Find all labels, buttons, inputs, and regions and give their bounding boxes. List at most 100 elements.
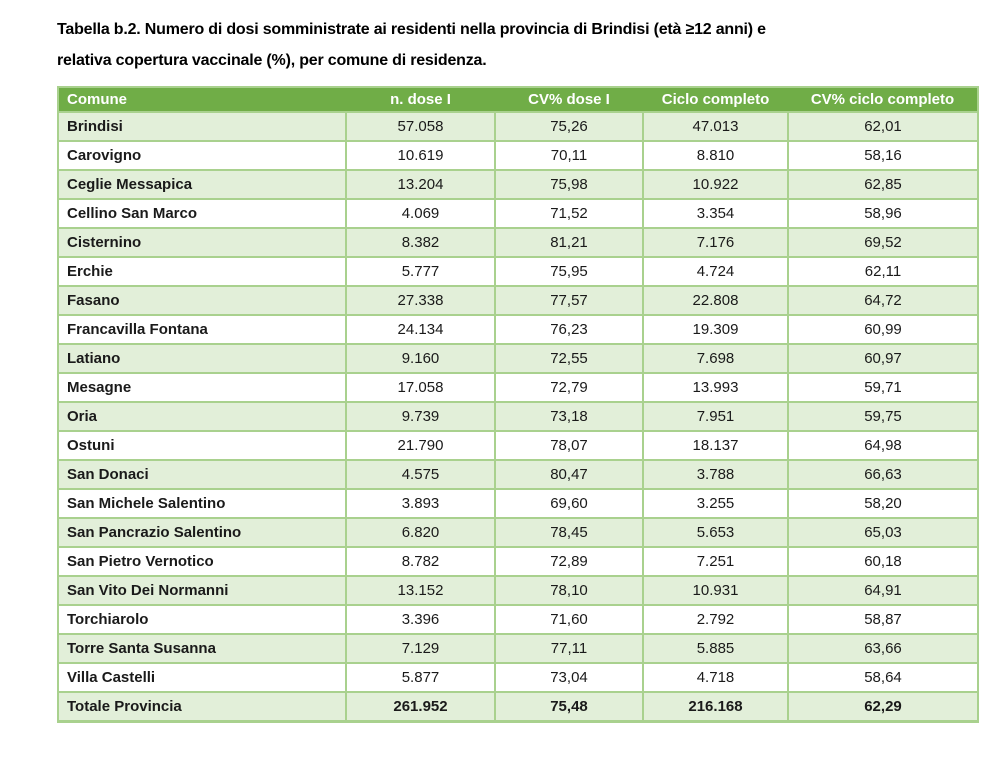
- comune-cell: Cellino San Marco: [57, 198, 347, 229]
- table-row: Erchie 5.777 75,95 4.724 62,11: [57, 256, 979, 287]
- value-cell: 72,55: [494, 343, 644, 374]
- header-row: Comune n. dose I CV% dose I Ciclo comple…: [58, 87, 978, 112]
- table-row: Villa Castelli 5.877 73,04 4.718 58,64: [57, 662, 979, 693]
- comune-cell: Villa Castelli: [57, 662, 347, 693]
- value-cell: 24.134: [345, 314, 496, 345]
- value-cell: 71,52: [494, 198, 644, 229]
- value-cell: 18.137: [642, 430, 789, 461]
- value-cell: 9.739: [345, 401, 496, 432]
- column-header-comune: Comune: [58, 87, 346, 112]
- table-row: Latiano 9.160 72,55 7.698 60,97: [57, 343, 979, 374]
- value-cell: 7.251: [642, 546, 789, 577]
- comune-cell: Oria: [57, 401, 347, 432]
- value-cell: 3.354: [642, 198, 789, 229]
- table-row: Mesagne 17.058 72,79 13.993 59,71: [57, 372, 979, 403]
- comune-cell: Erchie: [57, 256, 347, 287]
- value-cell: 58,87: [787, 604, 979, 635]
- value-cell: 69,52: [787, 227, 979, 258]
- value-cell: 69,60: [494, 488, 644, 519]
- value-cell: 3.788: [642, 459, 789, 490]
- comune-cell: Mesagne: [57, 372, 347, 403]
- table-row: San Michele Salentino 3.893 69,60 3.255 …: [57, 488, 979, 519]
- value-cell: 10.931: [642, 575, 789, 606]
- value-cell: 7.176: [642, 227, 789, 258]
- caption-line-2: relativa copertura vaccinale (%), per co…: [57, 52, 487, 69]
- value-cell: 5.777: [345, 256, 496, 287]
- value-cell: 3.255: [642, 488, 789, 519]
- comune-cell: Brindisi: [57, 111, 347, 142]
- value-cell: 13.152: [345, 575, 496, 606]
- value-cell: 78,07: [494, 430, 644, 461]
- value-cell: 10.922: [642, 169, 789, 200]
- value-cell: 8.782: [345, 546, 496, 577]
- comune-cell: Carovigno: [57, 140, 347, 171]
- value-cell: 27.338: [345, 285, 496, 316]
- value-cell: 57.058: [345, 111, 496, 142]
- value-cell: 5.877: [345, 662, 496, 693]
- comune-cell: Fasano: [57, 285, 347, 316]
- table-row: Ostuni 21.790 78,07 18.137 64,98: [57, 430, 979, 461]
- value-cell: 80,47: [494, 459, 644, 490]
- value-cell: 6.820: [345, 517, 496, 548]
- value-cell: 17.058: [345, 372, 496, 403]
- value-cell: 72,89: [494, 546, 644, 577]
- value-cell: 76,23: [494, 314, 644, 345]
- table-row: Brindisi 57.058 75,26 47.013 62,01: [57, 111, 979, 142]
- value-cell: 71,60: [494, 604, 644, 635]
- value-cell: 4.724: [642, 256, 789, 287]
- table-caption: Tabella b.2. Numero di dosi somministrat…: [57, 14, 992, 76]
- table-row: Carovigno 10.619 70,11 8.810 58,16: [57, 140, 979, 171]
- value-cell: 2.792: [642, 604, 789, 635]
- value-cell: 64,91: [787, 575, 979, 606]
- value-cell: 58,16: [787, 140, 979, 171]
- column-header-cv-ciclo-completo: CV% ciclo completo: [788, 87, 978, 112]
- value-cell: 78,10: [494, 575, 644, 606]
- comune-cell: San Pietro Vernotico: [57, 546, 347, 577]
- value-cell: 21.790: [345, 430, 496, 461]
- table-row: San Vito Dei Normanni 13.152 78,10 10.93…: [57, 575, 979, 606]
- value-cell: 4.575: [345, 459, 496, 490]
- value-cell: 216.168: [642, 691, 789, 723]
- value-cell: 75,98: [494, 169, 644, 200]
- value-cell: 64,98: [787, 430, 979, 461]
- comune-cell: Torre Santa Susanna: [57, 633, 347, 664]
- value-cell: 261.952: [345, 691, 496, 723]
- value-cell: 58,96: [787, 198, 979, 229]
- comune-cell: Totale Provincia: [57, 691, 347, 723]
- table-row: Francavilla Fontana 24.134 76,23 19.309 …: [57, 314, 979, 345]
- table-row: Ceglie Messapica 13.204 75,98 10.922 62,…: [57, 169, 979, 200]
- value-cell: 13.993: [642, 372, 789, 403]
- value-cell: 62,01: [787, 111, 979, 142]
- value-cell: 7.951: [642, 401, 789, 432]
- comune-cell: San Donaci: [57, 459, 347, 490]
- value-cell: 73,18: [494, 401, 644, 432]
- value-cell: 8.810: [642, 140, 789, 171]
- table-row: Torchiarolo 3.396 71,60 2.792 58,87: [57, 604, 979, 635]
- table-row: Cellino San Marco 4.069 71,52 3.354 58,9…: [57, 198, 979, 229]
- value-cell: 3.396: [345, 604, 496, 635]
- value-cell: 8.382: [345, 227, 496, 258]
- column-header-ciclo-completo: Ciclo completo: [643, 87, 788, 112]
- value-cell: 64,72: [787, 285, 979, 316]
- value-cell: 75,95: [494, 256, 644, 287]
- table-row: San Pancrazio Salentino 6.820 78,45 5.65…: [57, 517, 979, 548]
- comune-cell: San Vito Dei Normanni: [57, 575, 347, 606]
- comune-cell: Latiano: [57, 343, 347, 374]
- value-cell: 59,71: [787, 372, 979, 403]
- value-cell: 47.013: [642, 111, 789, 142]
- value-cell: 22.808: [642, 285, 789, 316]
- value-cell: 3.893: [345, 488, 496, 519]
- value-cell: 19.309: [642, 314, 789, 345]
- document-page: Tabella b.2. Numero di dosi somministrat…: [57, 14, 992, 723]
- value-cell: 58,20: [787, 488, 979, 519]
- table-row: San Donaci 4.575 80,47 3.788 66,63: [57, 459, 979, 490]
- table-row: Torre Santa Susanna 7.129 77,11 5.885 63…: [57, 633, 979, 664]
- value-cell: 4.718: [642, 662, 789, 693]
- value-cell: 9.160: [345, 343, 496, 374]
- value-cell: 10.619: [345, 140, 496, 171]
- total-row: Totale Provincia 261.952 75,48 216.168 6…: [57, 691, 979, 723]
- value-cell: 65,03: [787, 517, 979, 548]
- value-cell: 4.069: [345, 198, 496, 229]
- value-cell: 7.129: [345, 633, 496, 664]
- comune-cell: Ostuni: [57, 430, 347, 461]
